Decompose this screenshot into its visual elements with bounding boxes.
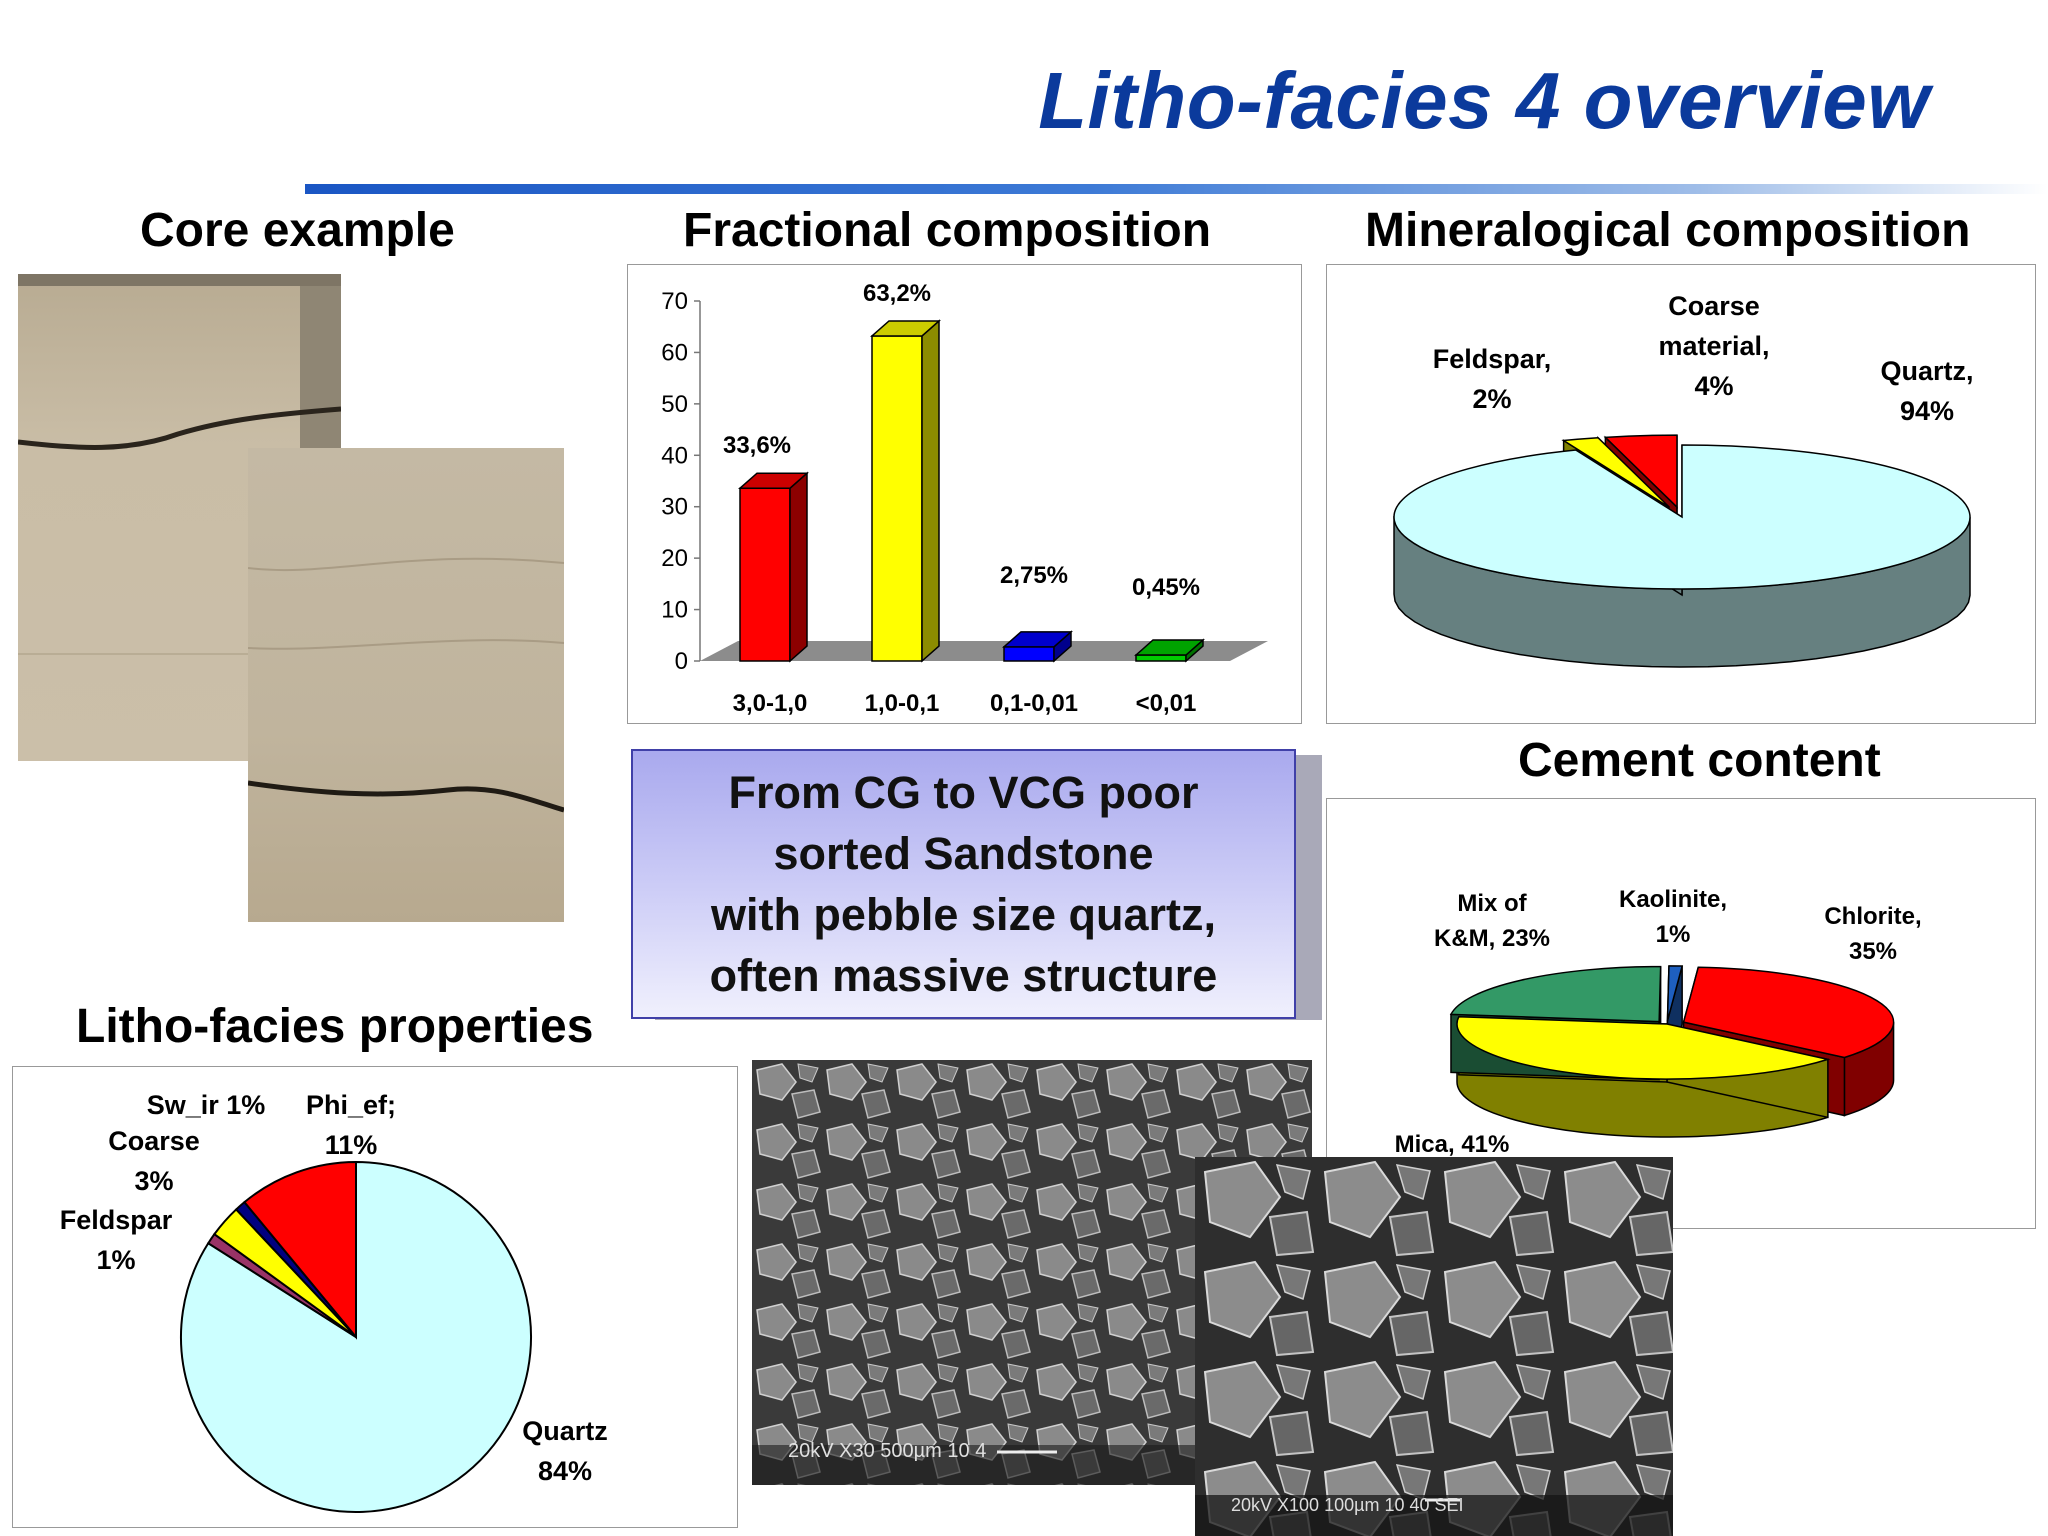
- mineral-label-quartz: Quartz, 94%: [1880, 356, 1973, 426]
- y-tick-label: 50: [661, 391, 688, 418]
- callout-line: with pebble size quartz,: [710, 889, 1217, 940]
- core-photo-right: [248, 448, 564, 922]
- title-underline: [305, 184, 2048, 194]
- bar-1,0-0,1: [870, 319, 941, 663]
- properties-label-quartz: Quartz 84%: [522, 1416, 608, 1486]
- mineral-label-coarse-material-line: material,: [1658, 331, 1769, 361]
- properties-label-feldspar-line: Feldspar: [60, 1205, 173, 1235]
- bar-top: [1002, 631, 1073, 648]
- bar-side: [921, 319, 940, 663]
- mineral-label-quartz-line: Quartz,: [1880, 356, 1973, 386]
- bar-front: [871, 335, 923, 662]
- description-callout: From CG to VCG poor sorted Sandstone wit…: [631, 749, 1296, 1019]
- properties-label-feldspar: Feldspar 1%: [60, 1205, 173, 1275]
- cement-label-kaolinite-line: 1%: [1656, 921, 1691, 948]
- pie-slice-chlorite: [1682, 966, 1895, 1059]
- y-tick-label: 60: [661, 339, 688, 366]
- pie-slice-mix-of-k-m: [1449, 965, 1662, 1023]
- fractional-composition-chart: 0 10 20 30 40 50 60 70 3,0-1,0 33,6% 1,0-0,1 63,2% 0…: [661, 280, 1268, 717]
- bar-top: [1134, 639, 1205, 656]
- bar-front: [739, 487, 791, 662]
- litho-facies-properties-chart: Quartz 84% Feldspar 1% Coarse 3% Sw_ir 1% Phi_e…: [60, 1090, 608, 1513]
- heading-fractional-composition: Fractional composition: [683, 204, 1212, 257]
- cement-label-kaolinite: Kaolinite, 1%: [1619, 886, 1727, 948]
- callout-text: From CG to VCG poor sorted Sandstone wit…: [710, 762, 1218, 1006]
- bar-data-label: 2,75%: [1000, 562, 1068, 589]
- cement-label-chlorite-line: Chlorite,: [1824, 903, 1921, 930]
- bar-data-label: 0,45%: [1132, 574, 1200, 601]
- mineral-label-quartz-line: 94%: [1900, 396, 1954, 426]
- sem-image-x100: 20kV X100 100µm 10 40 SEI: [1195, 1157, 1673, 1536]
- pie-slice-quartz: [1393, 444, 1971, 590]
- properties-label-coarse-line: 3%: [134, 1166, 173, 1196]
- bar-0,1-0,01: [1002, 630, 1073, 663]
- y-tick-label: 30: [661, 494, 688, 521]
- mineral-label-coarse-material-line: Coarse: [1668, 291, 1760, 321]
- pie-slice-phi-ef: [243, 1160, 357, 1340]
- properties-label-phi-ef-line: 11%: [325, 1130, 378, 1160]
- y-tick-label: 40: [661, 442, 688, 469]
- bar-top: [738, 472, 809, 489]
- mineral-label-feldspar-line: Feldspar,: [1433, 344, 1552, 374]
- bar-top: [870, 320, 941, 337]
- y-tick-label: 20: [661, 545, 688, 572]
- properties-label-coarse-line: Coarse: [108, 1126, 200, 1156]
- mineral-label-coarse-material: Coarse material, 4%: [1658, 291, 1769, 401]
- bar-data-label: 33,6%: [723, 432, 791, 459]
- heading-cement-content: Cement content: [1518, 734, 1881, 787]
- pie-slice-kaolinite: [1666, 965, 1684, 1022]
- cement-label-mix-of-k-m: Mix of K&M, 23%: [1434, 890, 1550, 952]
- properties-label-phi-ef-line: Phi_ef;: [306, 1090, 396, 1120]
- y-tick-label: 70: [661, 288, 688, 315]
- cement-label-chlorite: Chlorite, 35%: [1824, 903, 1921, 965]
- y-tick-label: 10: [661, 597, 688, 624]
- x-tick-label: <0,01: [1136, 690, 1197, 717]
- sem-caption-left: 20kV X30 500µm 10 4: [788, 1440, 986, 1462]
- properties-label-phi-ef: Phi_ef; 11%: [306, 1090, 396, 1160]
- heading-core-example: Core example: [140, 204, 455, 257]
- properties-label-sw-ir: Sw_ir 1%: [147, 1090, 266, 1120]
- properties-label-feldspar-line: 1%: [96, 1245, 135, 1275]
- properties-label-quartz-line: 84%: [538, 1456, 592, 1486]
- mineralogical-chart-frame: Quartz, 94% Feldspar, 2% Coarse material, 4%: [1326, 264, 2036, 724]
- mineral-label-feldspar-line: 2%: [1472, 384, 1511, 414]
- cement-label-mix-of-k-m-line: K&M, 23%: [1434, 925, 1550, 952]
- callout-line: From CG to VCG poor: [728, 767, 1199, 818]
- bar-front: [1003, 646, 1055, 662]
- cement-label-mica: Mica, 41%: [1395, 1131, 1510, 1158]
- fractional-chart-frame: 0 10 20 30 40 50 60 70 3,0-1,0 33,6% 1,0-0,1 63,2% 0…: [627, 264, 1302, 724]
- y-tick-label: 0: [675, 648, 688, 675]
- properties-label-quartz-line: Quartz: [522, 1416, 608, 1446]
- pie-slice-feldspar: [1561, 436, 1671, 509]
- x-tick-label: 1,0-0,1: [865, 690, 940, 717]
- chart-floor: [700, 641, 1268, 661]
- cement-label-kaolinite-line: Kaolinite,: [1619, 886, 1727, 913]
- cement-label-mix-of-k-m-line: Mix of: [1457, 890, 1527, 917]
- mineralogical-composition-chart: Quartz, 94% Feldspar, 2% Coarse material, 4%: [1393, 291, 1974, 668]
- bar-3,0-1,0: [738, 471, 809, 663]
- bar-<0,01: [1134, 638, 1205, 663]
- sem-caption-right: 20kV X100 100µm 10 40 SEI: [1231, 1495, 1464, 1515]
- properties-chart-frame: Quartz 84% Feldspar 1% Coarse 3% Sw_ir 1% Phi_e…: [12, 1066, 738, 1528]
- pie-slice-mica: [1456, 1015, 1831, 1080]
- page-title: Litho-facies 4 overview: [1038, 56, 1930, 145]
- bar-front: [1135, 654, 1187, 662]
- callout-line: sorted Sandstone: [773, 828, 1154, 879]
- cement-label-chlorite-line: 35%: [1849, 938, 1897, 965]
- pie-slice-coarse-material: [1603, 434, 1678, 509]
- mineral-label-feldspar: Feldspar, 2%: [1433, 344, 1552, 414]
- callout-line: often massive structure: [709, 950, 1218, 1001]
- cement-label-mica-line: Mica, 41%: [1395, 1131, 1510, 1158]
- mineral-label-coarse-material-line: 4%: [1694, 371, 1733, 401]
- x-tick-label: 0,1-0,01: [990, 690, 1078, 717]
- bar-side: [789, 471, 808, 663]
- heading-litho-facies-properties: Litho-facies properties: [76, 1000, 594, 1053]
- properties-label-sw-ir-line: Sw_ir 1%: [147, 1090, 266, 1120]
- properties-label-coarse: Coarse 3%: [108, 1126, 200, 1196]
- heading-mineralogical-composition: Mineralogical composition: [1365, 204, 1971, 257]
- cement-content-chart: Chlorite, 35% Mica, 41% Mix of K&M, 23% Kaoli…: [1395, 886, 1922, 1158]
- bar-data-label: 63,2%: [863, 280, 931, 307]
- x-tick-label: 3,0-1,0: [733, 690, 808, 717]
